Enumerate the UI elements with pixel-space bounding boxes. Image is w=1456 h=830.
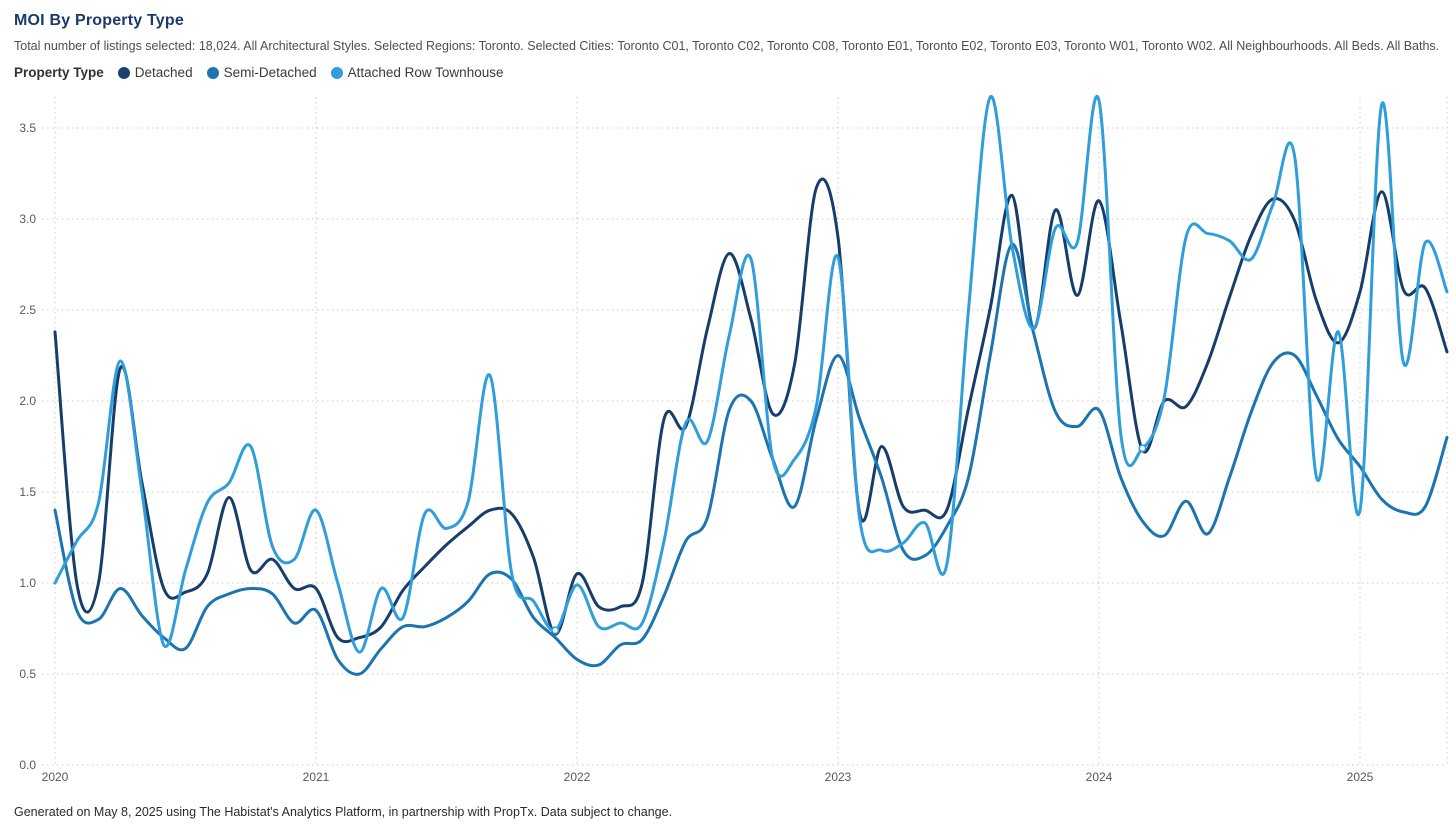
legend-dot-icon: [330, 66, 343, 79]
data-point-marker[interactable]: [1138, 444, 1147, 453]
legend-dot-icon: [206, 66, 219, 79]
x-axis-tick-label: 2021: [303, 770, 330, 784]
y-axis-tick-label: 1.0: [19, 576, 36, 590]
y-axis-tick-label: 1.5: [19, 485, 36, 499]
chart-subtitle: Total number of listings selected: 18,02…: [14, 39, 1440, 53]
y-axis-tick-label: 2.0: [19, 394, 36, 408]
series-line-detached[interactable]: [53, 177, 1449, 644]
legend-dot-icon: [117, 66, 130, 79]
legend-item-attached-row-townhouse[interactable]: Attached Row Townhouse: [330, 65, 504, 80]
series-line-attached-row-townhouse[interactable]: [53, 95, 1449, 654]
y-axis-tick-label: 0.5: [19, 667, 36, 681]
x-axis-tick-label: 2023: [825, 770, 852, 784]
series-line-semi-detached[interactable]: [53, 242, 1449, 676]
legend: Property Type Detached Semi-Detached Attac…: [14, 65, 517, 80]
y-axis-tick-label: 2.5: [19, 303, 36, 317]
data-point-marker[interactable]: [551, 626, 560, 635]
y-axis-tick-label: 0.0: [19, 758, 36, 772]
x-axis-tick-label: 2025: [1347, 770, 1374, 784]
legend-item-label: Semi-Detached: [223, 65, 317, 80]
legend-item-semi-detached[interactable]: Semi-Detached: [206, 65, 317, 80]
legend-item-detached[interactable]: Detached: [117, 65, 193, 80]
legend-caption: Property Type: [14, 65, 104, 80]
y-axis-tick-label: 3.0: [19, 212, 36, 226]
legend-item-label: Detached: [134, 65, 193, 80]
y-axis-tick-label: 3.5: [19, 121, 36, 135]
x-axis-tick-label: 2020: [42, 770, 69, 784]
page-title: MOI By Property Type: [14, 12, 184, 29]
footer-note: Generated on May 8, 2025 using The Habis…: [14, 805, 673, 819]
x-axis-tick-label: 2024: [1086, 770, 1113, 784]
x-axis-tick-label: 2022: [564, 770, 591, 784]
legend-item-label: Attached Row Townhouse: [347, 65, 504, 80]
